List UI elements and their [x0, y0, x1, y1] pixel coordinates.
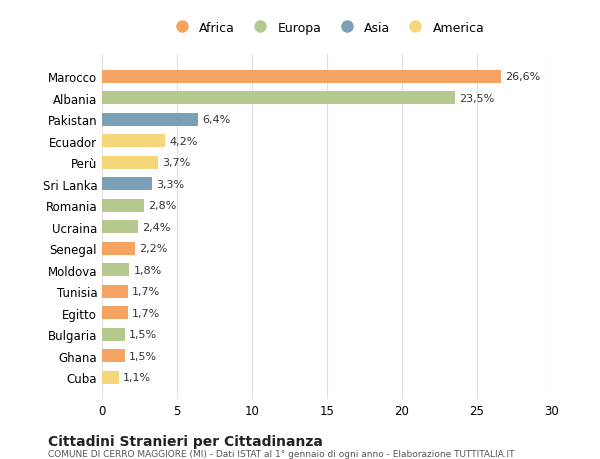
Text: 23,5%: 23,5% — [459, 94, 494, 104]
Text: 3,7%: 3,7% — [162, 158, 190, 168]
Bar — [102, 328, 125, 341]
Text: 1,7%: 1,7% — [132, 286, 160, 297]
Text: 2,8%: 2,8% — [149, 201, 177, 211]
Text: 1,5%: 1,5% — [129, 351, 157, 361]
Text: 1,7%: 1,7% — [132, 308, 160, 318]
Bar — [102, 349, 125, 362]
Text: 3,3%: 3,3% — [156, 179, 184, 189]
Bar — [102, 178, 151, 191]
Text: 1,8%: 1,8% — [133, 265, 162, 275]
Text: 1,1%: 1,1% — [123, 372, 151, 382]
Bar — [102, 199, 144, 212]
Text: 4,2%: 4,2% — [170, 136, 198, 146]
Bar — [102, 307, 128, 319]
Bar — [102, 285, 128, 298]
Text: 1,5%: 1,5% — [129, 330, 157, 339]
Bar — [102, 242, 135, 255]
Bar — [102, 135, 165, 148]
Bar — [102, 92, 455, 105]
Text: 2,2%: 2,2% — [139, 244, 168, 254]
Text: 2,4%: 2,4% — [143, 222, 171, 232]
Text: Cittadini Stranieri per Cittadinanza: Cittadini Stranieri per Cittadinanza — [48, 434, 323, 448]
Bar — [102, 221, 138, 234]
Text: 6,4%: 6,4% — [203, 115, 231, 125]
Bar — [102, 71, 501, 84]
Bar — [102, 263, 129, 276]
Bar — [102, 157, 157, 169]
Text: COMUNE DI CERRO MAGGIORE (MI) - Dati ISTAT al 1° gennaio di ogni anno - Elaboraz: COMUNE DI CERRO MAGGIORE (MI) - Dati IST… — [48, 449, 515, 458]
Legend: Africa, Europa, Asia, America: Africa, Europa, Asia, America — [164, 17, 490, 39]
Bar — [102, 113, 198, 127]
Text: 26,6%: 26,6% — [506, 72, 541, 82]
Bar — [102, 371, 119, 384]
